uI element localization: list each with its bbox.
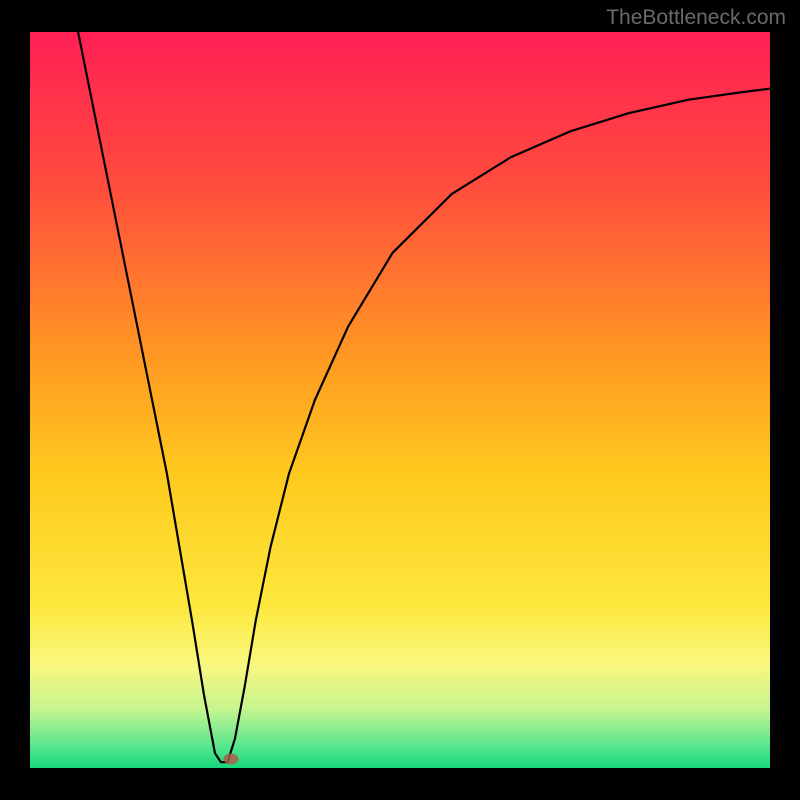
bottleneck-curve [30,32,770,768]
optimal-point-marker [223,754,238,765]
watermark-text: TheBottleneck.com [606,6,786,30]
plot-area [30,32,770,768]
chart-frame: TheBottleneck.com [0,0,800,800]
